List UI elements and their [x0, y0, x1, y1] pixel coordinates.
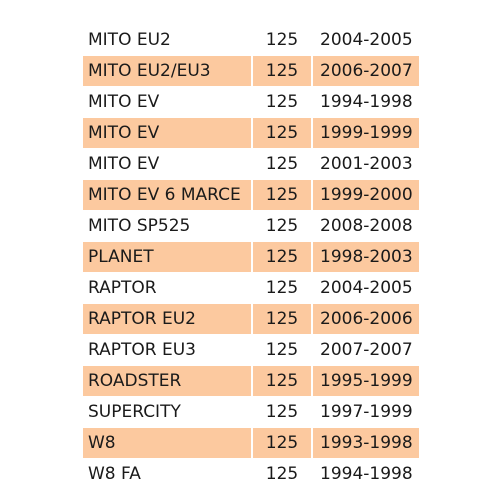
- table-row: ROADSTER 125 1995-1999: [83, 365, 419, 397]
- table-row: MITO EV 125 1999-1999: [83, 117, 419, 149]
- table-row: MITO EV 125 2001-2003: [83, 148, 419, 180]
- table-row: RAPTOR 125 2004-2005: [83, 272, 419, 304]
- displacement-cell: 125: [251, 303, 312, 335]
- model-cell: MITO EV: [83, 86, 252, 118]
- table-row: RAPTOR EU3 125 2007-2007: [83, 334, 419, 366]
- table-row: PLANET 125 1998-2003: [83, 241, 419, 273]
- compatibility-table-container: MITO EU2 125 2004-2005 MITO EU2/EU3 125 …: [83, 25, 419, 490]
- years-cell: 1999-1999: [311, 117, 419, 149]
- years-cell: 2006-2007: [311, 55, 419, 87]
- model-cell: MITO SP525: [83, 210, 252, 242]
- table-row: MITO SP525 125 2008-2008: [83, 210, 419, 242]
- table-body: MITO EU2 125 2004-2005 MITO EU2/EU3 125 …: [83, 25, 419, 490]
- model-cell: W8 FA: [83, 458, 252, 490]
- displacement-cell: 125: [251, 55, 312, 87]
- table-row: MITO EU2/EU3 125 2006-2007: [83, 55, 419, 87]
- displacement-cell: 125: [251, 458, 312, 490]
- model-cell: ROADSTER: [83, 365, 252, 397]
- displacement-cell: 125: [251, 396, 312, 428]
- model-cell: MITO EV: [83, 148, 252, 180]
- years-cell: 1993-1998: [311, 427, 419, 459]
- years-cell: 1995-1999: [311, 365, 419, 397]
- years-cell: 2007-2007: [311, 334, 419, 366]
- displacement-cell: 125: [251, 334, 312, 366]
- years-cell: 2004-2005: [311, 25, 419, 56]
- years-cell: 1999-2000: [311, 179, 419, 211]
- displacement-cell: 125: [251, 210, 312, 242]
- table-row: MITO EV 125 1994-1998: [83, 86, 419, 118]
- table-row: RAPTOR EU2 125 2006-2006: [83, 303, 419, 335]
- table-row: W8 125 1993-1998: [83, 427, 419, 459]
- displacement-cell: 125: [251, 179, 312, 211]
- years-cell: 1997-1999: [311, 396, 419, 428]
- displacement-cell: 125: [251, 241, 312, 273]
- displacement-cell: 125: [251, 86, 312, 118]
- years-cell: 2008-2008: [311, 210, 419, 242]
- compatibility-table: MITO EU2 125 2004-2005 MITO EU2/EU3 125 …: [83, 25, 419, 490]
- model-cell: MITO EV: [83, 117, 252, 149]
- displacement-cell: 125: [251, 25, 312, 56]
- model-cell: SUPERCITY: [83, 396, 252, 428]
- displacement-cell: 125: [251, 427, 312, 459]
- displacement-cell: 125: [251, 117, 312, 149]
- model-cell: RAPTOR EU2: [83, 303, 252, 335]
- table-row: W8 FA 125 1994-1998: [83, 458, 419, 490]
- model-cell: W8: [83, 427, 252, 459]
- years-cell: 1998-2003: [311, 241, 419, 273]
- years-cell: 2004-2005: [311, 272, 419, 304]
- table-row: SUPERCITY 125 1997-1999: [83, 396, 419, 428]
- displacement-cell: 125: [251, 272, 312, 304]
- model-cell: MITO EU2: [83, 25, 252, 56]
- model-cell: RAPTOR: [83, 272, 252, 304]
- displacement-cell: 125: [251, 365, 312, 397]
- displacement-cell: 125: [251, 148, 312, 180]
- table-row: MITO EV 6 MARCE 125 1999-2000: [83, 179, 419, 211]
- model-cell: MITO EV 6 MARCE: [83, 179, 252, 211]
- years-cell: 1994-1998: [311, 86, 419, 118]
- table-row: MITO EU2 125 2004-2005: [83, 25, 419, 56]
- model-cell: PLANET: [83, 241, 252, 273]
- model-cell: MITO EU2/EU3: [83, 55, 252, 87]
- years-cell: 1994-1998: [311, 458, 419, 490]
- years-cell: 2001-2003: [311, 148, 419, 180]
- years-cell: 2006-2006: [311, 303, 419, 335]
- model-cell: RAPTOR EU3: [83, 334, 252, 366]
